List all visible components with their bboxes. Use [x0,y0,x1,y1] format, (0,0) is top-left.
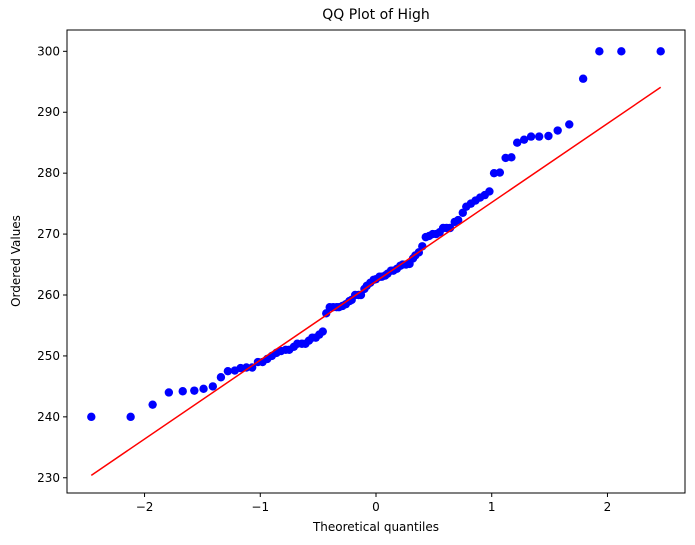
data-point [223,366,233,376]
data-point [512,138,522,147]
chart-title: QQ Plot of High [322,7,429,23]
y-axis: 230 240 250 260 270 280 290 300 [37,44,67,485]
y-tick-label: 250 [37,349,60,363]
data-point [578,74,588,83]
y-tick-label: 240 [37,410,60,424]
data-point [553,126,562,135]
data-point [534,132,544,141]
data-point [526,132,536,141]
y-axis-label: Ordered Values [9,215,23,307]
data-point [178,387,187,396]
y-tick-label: 280 [37,166,60,180]
data-point [208,382,218,391]
data-point [126,412,135,422]
x-tick-label: −1 [251,500,269,514]
y-tick-label: 290 [37,105,60,119]
data-point [617,47,626,56]
data-point [148,400,157,409]
data-point [322,309,331,318]
y-tick-label: 260 [37,288,60,302]
fit-line [90,86,662,476]
data-point [458,208,467,217]
data-point [164,388,174,397]
y-tick-label: 270 [37,227,60,241]
x-tick-label: 0 [372,500,380,514]
data-point [495,168,505,177]
data-point [544,131,553,141]
y-tick-label: 230 [37,471,60,485]
x-axis-label: Theoretical quantiles [312,520,439,534]
data-point [242,363,251,372]
data-point [216,373,226,382]
data-point [87,412,96,422]
data-point [656,47,665,56]
data-point [199,384,208,394]
data-point [247,363,257,372]
data-point [507,153,516,162]
plot-area [87,47,665,476]
x-tick-label: 2 [604,500,612,514]
data-point [565,120,574,129]
x-axis: −2 −1 0 1 2 [136,493,612,514]
x-tick-label: −2 [136,500,154,514]
data-point [453,215,463,225]
data-point [190,386,199,395]
x-tick-label: 1 [488,500,496,514]
data-point [485,187,494,196]
data-point [519,135,529,144]
data-point [318,327,327,336]
y-tick-label: 300 [37,44,60,58]
data-point [595,47,604,56]
